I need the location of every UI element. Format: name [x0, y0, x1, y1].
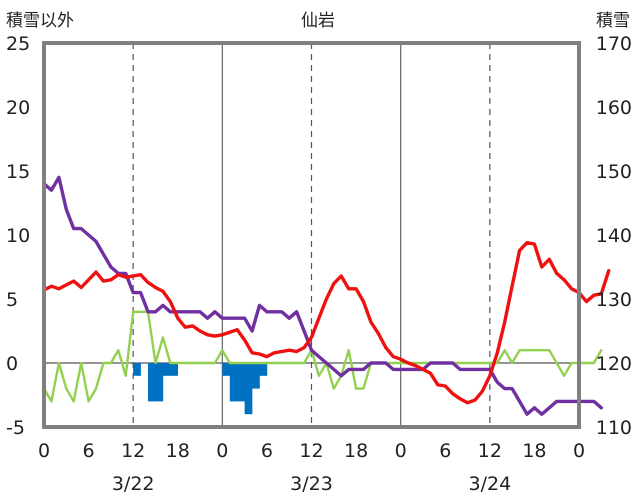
snow-depth-line — [42, 175, 603, 416]
x-tick-label: 6 — [439, 440, 451, 462]
x-tick-label: 6 — [261, 440, 273, 462]
precipitation-bar — [148, 363, 156, 402]
x-tick-label: 0 — [38, 440, 50, 462]
precipitation-bar — [244, 363, 253, 415]
left-tick-label: 5 — [6, 289, 18, 311]
precipitation-bars — [133, 363, 268, 415]
precipitation-bar — [133, 363, 141, 376]
x-tick-label: 12 — [478, 440, 502, 462]
right-axis-ticks: 170 160 150 140 130 120 110 — [596, 33, 632, 439]
series-lines — [42, 175, 611, 416]
right-tick-label: 160 — [596, 97, 632, 119]
date-labels: 3/22 3/23 3/24 — [112, 473, 511, 495]
right-axis-title: 積雪 — [596, 11, 630, 31]
precipitation-bar — [252, 363, 260, 389]
date-label: 3/22 — [112, 473, 155, 495]
left-tick-label: 25 — [6, 33, 30, 55]
right-tick-label: 170 — [596, 33, 632, 55]
left-tick-label: 20 — [6, 97, 30, 119]
x-tick-label: 0 — [395, 440, 407, 462]
left-axis-ticks: 25 20 15 10 5 0 -5 — [6, 33, 30, 439]
x-tick-label: 12 — [299, 440, 323, 462]
x-tick-label: 18 — [166, 440, 190, 462]
plot-frame — [42, 41, 581, 429]
precipitation-bar — [259, 363, 268, 376]
x-tick-label: 12 — [121, 440, 145, 462]
precipitation-bar — [155, 363, 164, 402]
precipitation-bar — [229, 363, 238, 402]
x-tick-label: 6 — [83, 440, 95, 462]
date-label: 3/24 — [468, 473, 511, 495]
right-tick-label: 110 — [596, 417, 632, 439]
precipitation-bar — [237, 363, 245, 402]
x-axis-ticks: 0 6 12 18 0 6 12 18 0 6 12 18 0 — [38, 440, 585, 462]
right-tick-label: 140 — [596, 225, 632, 247]
wind-line — [42, 310, 603, 403]
right-tick-label: 130 — [596, 289, 632, 311]
x-tick-label: 0 — [573, 440, 585, 462]
x-tick-label: 18 — [522, 440, 546, 462]
left-tick-label: 15 — [6, 161, 30, 183]
right-tick-label: 150 — [596, 161, 632, 183]
left-tick-label: 0 — [6, 353, 18, 375]
x-tick-label: 0 — [216, 440, 228, 462]
right-tick-label: 120 — [596, 353, 632, 375]
precipitation-bar — [170, 363, 179, 376]
chart-title: 仙岩 — [301, 11, 335, 31]
left-tick-label: 10 — [6, 225, 30, 247]
left-tick-label: -5 — [6, 417, 25, 439]
x-tick-label: 18 — [344, 440, 368, 462]
date-label: 3/23 — [290, 473, 333, 495]
left-axis-title: 積雪以外 — [6, 11, 74, 31]
temperature-line — [42, 240, 611, 405]
precipitation-bar — [222, 363, 231, 376]
precipitation-bar — [162, 363, 171, 376]
